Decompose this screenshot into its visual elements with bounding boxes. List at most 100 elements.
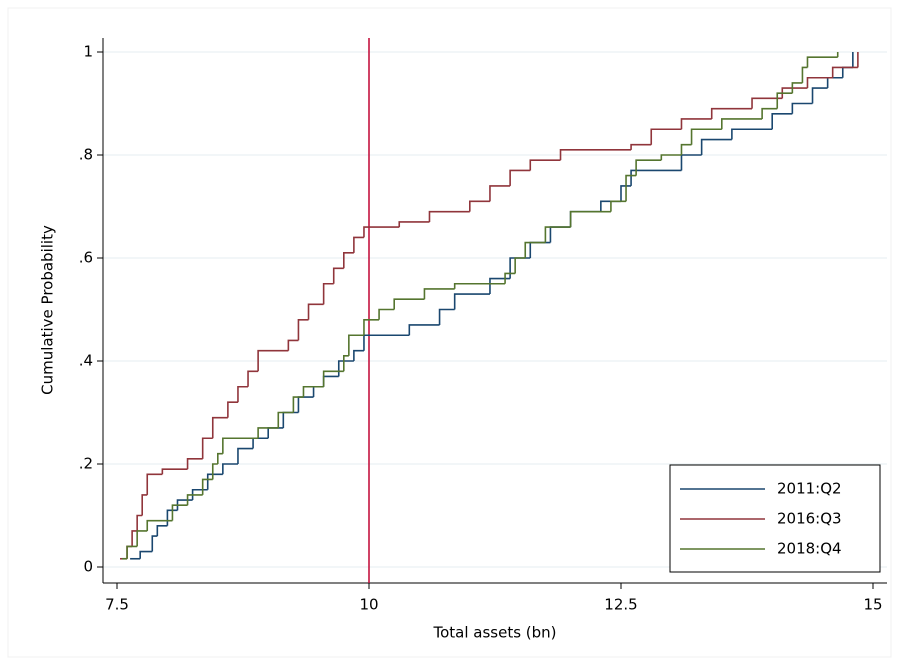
step-segment [161,468,188,475]
step-segment [201,478,213,495]
step-segment [489,277,511,295]
step-segment [211,463,218,480]
step-segment [322,282,334,305]
step-segment [343,252,354,269]
step-segment [332,267,344,284]
step-segment [257,427,279,439]
step-segment [544,226,571,243]
step-segment [630,143,652,150]
step-segment [227,401,238,418]
step-segment [690,128,722,145]
step-segment [806,76,833,89]
step-segment [302,385,324,398]
step-segment [469,200,490,212]
step-segment [277,411,294,428]
step-segment [721,118,763,130]
y-axis-label: Cumulative Probability [39,225,57,395]
step-segment [156,525,168,537]
step-segment [453,282,506,289]
step-segment [514,257,526,274]
step-segment [489,185,511,202]
step-segment [610,200,627,212]
step-segment [353,236,364,253]
step-segment [222,463,238,475]
step-segment [131,530,138,547]
y-tick-label: 1 [83,43,93,61]
step-segment [211,416,228,439]
legend-label: 2018:Q4 [777,540,842,558]
step-segment [771,113,793,130]
step-segment [186,458,203,470]
step-segment [650,128,682,145]
legend-label: 2011:Q2 [777,480,842,498]
y-tick-label: .6 [79,249,93,267]
step-segment [206,473,223,490]
step-segment [141,494,148,516]
y-tick-label: 0 [83,558,93,576]
y-tick-label: .4 [79,352,93,370]
step-segment [146,519,173,531]
step-segment [761,107,778,119]
step-segment [378,308,395,320]
step-segment [710,107,753,119]
step-segment [186,494,203,506]
step-segment [680,118,712,130]
step-segment [287,339,299,351]
step-segment [136,530,148,547]
y-tick-label: .8 [79,146,93,164]
step-segment [438,308,455,325]
step-segment [625,174,637,202]
step-segment [297,319,309,341]
step-segment [569,210,611,228]
step-segment [363,319,380,336]
x-axis-label: Total assets (bn) [432,624,556,642]
step-segment [700,138,732,155]
step-segment [776,92,793,109]
step-segment [529,159,561,171]
step-segment [791,102,813,114]
step-segment [680,143,692,155]
step-segment [151,535,158,552]
step-segment [292,396,304,413]
step-segment [237,447,254,464]
step-segment [393,298,425,310]
step-segment [343,355,349,372]
step-segment [811,87,828,104]
step-segment [363,226,400,238]
step-segment [322,370,344,387]
step-segment [257,349,289,372]
step-segment [423,288,455,300]
step-segment [237,385,249,403]
x-tick-label: 10 [359,596,378,614]
step-segment [217,452,223,464]
step-segment [630,169,682,186]
step-segment [348,334,364,356]
x-tick-label: 7.5 [105,596,129,614]
step-segment [428,210,470,222]
step-segment [660,154,682,161]
step-segment [751,97,783,109]
step-segment [559,149,632,161]
step-segment [146,473,163,495]
step-segment [398,221,430,228]
legend-label: 2016:Q3 [777,510,842,528]
step-segment [307,303,324,320]
step-segment [453,293,490,310]
step-segment [620,185,632,202]
step-segment [139,550,153,559]
step-segment [801,66,808,83]
step-segment [201,437,213,459]
step-segment [791,82,803,94]
step-segment [222,437,259,454]
step-segment [635,159,662,176]
step-segment [504,272,516,284]
step-segment [171,504,188,521]
step-segment [509,169,531,186]
step-segment [126,545,138,559]
step-segment [408,324,440,336]
step-segment [353,349,364,361]
step-segment [831,66,858,78]
step-segment [136,514,143,531]
step-segment [731,128,773,140]
